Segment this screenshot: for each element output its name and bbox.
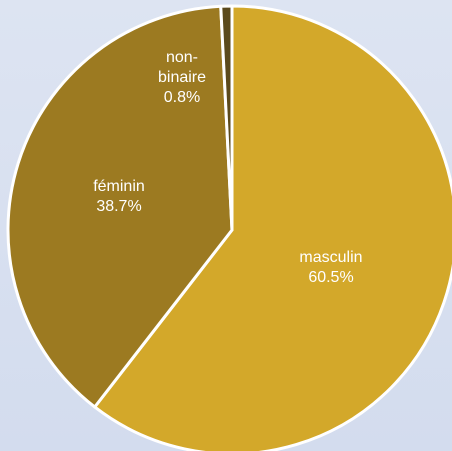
value-label: 60.5% (308, 269, 354, 286)
value-label: 38.7% (96, 198, 142, 215)
category-label: féminin (93, 178, 145, 195)
slice-label: féminin 38.7% (74, 177, 164, 217)
pie-slice (93, 4, 452, 451)
category-label: masculin (299, 249, 363, 266)
pie-slice (6, 4, 234, 409)
slice-label: non-binaire 0.8% (156, 48, 208, 108)
slice-label: masculin 60.5% (286, 248, 376, 288)
category-label: non-binaire (157, 49, 207, 86)
pie-slice (219, 4, 234, 232)
value-label: 0.8% (163, 89, 201, 106)
